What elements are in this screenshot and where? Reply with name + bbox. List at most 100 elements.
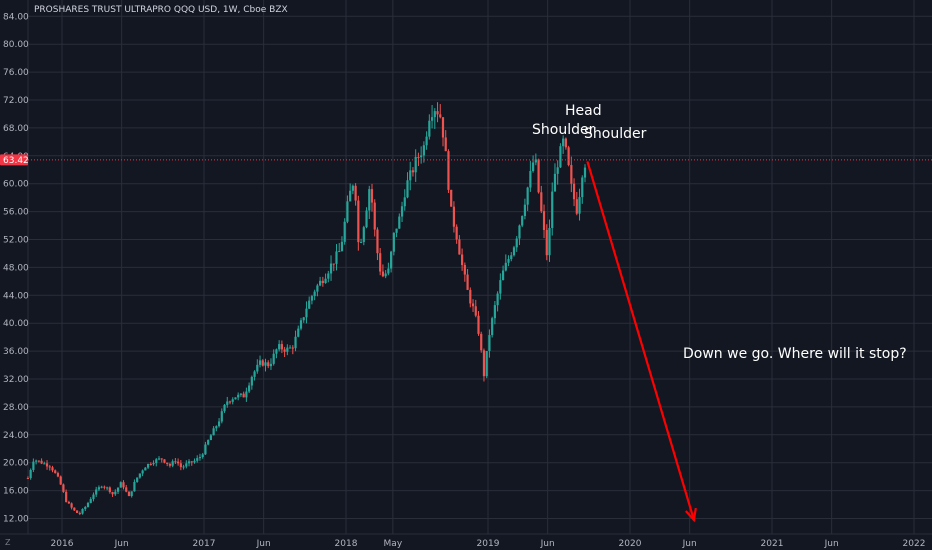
y-tick-label: 36.00: [3, 347, 29, 357]
y-tick-label: 12.00: [3, 515, 29, 525]
candle-body: [122, 482, 125, 488]
candle-body: [428, 120, 431, 137]
candle-body: [496, 293, 499, 306]
x-tick-label: Jun: [540, 539, 555, 549]
candle-body: [248, 385, 251, 392]
candle-body: [291, 347, 294, 349]
candle-body: [62, 484, 65, 492]
candle-body: [97, 487, 101, 490]
candle-body: [359, 242, 363, 244]
candle-body: [422, 145, 425, 156]
candle-body: [370, 189, 374, 203]
candle-body: [392, 232, 395, 252]
candle-body: [264, 362, 267, 366]
x-tick-label: May: [384, 539, 403, 549]
candle-body: [523, 204, 527, 217]
candle-body: [111, 492, 114, 495]
candle-body: [570, 165, 573, 184]
y-tick-label: 28.00: [3, 403, 29, 413]
candle-body: [548, 228, 551, 256]
candle-body: [373, 202, 376, 230]
candle-body: [133, 481, 136, 492]
candle-body: [245, 391, 248, 398]
x-tick-label: 2021: [761, 539, 784, 549]
candle-body: [480, 333, 483, 351]
current-price-value: 63.42: [3, 156, 29, 166]
symbol-title[interactable]: PROSHARES TRUST ULTRAPRO QQQ USD, 1W, Cb…: [34, 5, 288, 15]
x-tick-label: 2018: [335, 539, 358, 549]
candle-body: [474, 306, 477, 316]
candle-body: [217, 421, 221, 427]
candle-body: [414, 156, 417, 173]
candle-body: [485, 350, 488, 377]
candle-body: [75, 510, 79, 513]
candle-body: [308, 300, 311, 309]
candle-body: [305, 308, 308, 318]
candle-body: [564, 138, 567, 148]
candle-body: [403, 197, 406, 207]
candle-body: [455, 226, 458, 240]
candle-body: [529, 171, 532, 188]
candle-body: [469, 289, 472, 304]
candle-body: [575, 199, 578, 214]
candle-body: [174, 461, 177, 463]
candle-body: [106, 487, 109, 489]
candle-body: [144, 467, 147, 471]
time-axis[interactable]: [0, 534, 932, 550]
candle-body: [332, 263, 335, 265]
candle-body: [436, 111, 439, 115]
price-axis-ticks: 12.00 16.00 20.00 24.00 28.00 32.00 36.00 40.00…: [3, 12, 29, 524]
candle-body: [395, 228, 398, 233]
candle-body: [220, 411, 223, 422]
candle-body: [267, 362, 270, 367]
candle-body: [452, 206, 456, 227]
candle-body: [258, 360, 262, 365]
candle-body: [461, 254, 464, 265]
timezone-icon[interactable]: Z: [5, 538, 11, 547]
x-tick-label: 2022: [903, 539, 926, 549]
candle-body: [185, 463, 188, 467]
y-tick-label: 52.00: [3, 236, 29, 246]
candle-body: [67, 501, 70, 504]
candle-body: [368, 189, 371, 211]
candle-body: [141, 470, 144, 474]
candle-body: [108, 487, 111, 493]
candle-body: [542, 211, 546, 230]
x-tick-label: 2019: [477, 539, 500, 549]
candle-body: [43, 463, 46, 465]
candle-body: [237, 394, 240, 398]
y-tick-label: 84.00: [3, 12, 29, 22]
y-tick-label: 48.00: [3, 263, 29, 273]
candle-body: [196, 458, 199, 461]
candle-body: [130, 491, 133, 497]
x-tick-label: 2020: [619, 539, 642, 549]
x-tick-label: Jun: [682, 539, 697, 549]
candle-body: [559, 146, 562, 168]
y-tick-label: 40.00: [3, 319, 29, 329]
candle-body: [532, 162, 535, 172]
candle-body: [499, 280, 502, 294]
candle-body: [193, 460, 196, 463]
candle-body: [458, 239, 461, 255]
candle-body: [433, 111, 436, 118]
x-tick-label: Jun: [256, 539, 271, 549]
candle-body: [286, 347, 289, 352]
candle-body: [179, 463, 182, 468]
candle-body: [59, 476, 62, 485]
y-tick-label: 56.00: [3, 208, 29, 218]
candle-body: [450, 189, 453, 207]
candle-body: [387, 268, 390, 274]
candle-body: [463, 264, 466, 275]
candle-body: [95, 489, 98, 495]
candle-body: [89, 499, 92, 503]
candle-body: [40, 460, 43, 464]
candle-body: [384, 273, 387, 277]
price-axis[interactable]: [0, 0, 28, 534]
candle-body: [376, 229, 379, 254]
candle-body: [239, 393, 243, 395]
candle-body: [409, 170, 412, 181]
candle-body: [56, 473, 60, 477]
candle-body: [381, 271, 385, 277]
candle-body: [212, 428, 215, 436]
